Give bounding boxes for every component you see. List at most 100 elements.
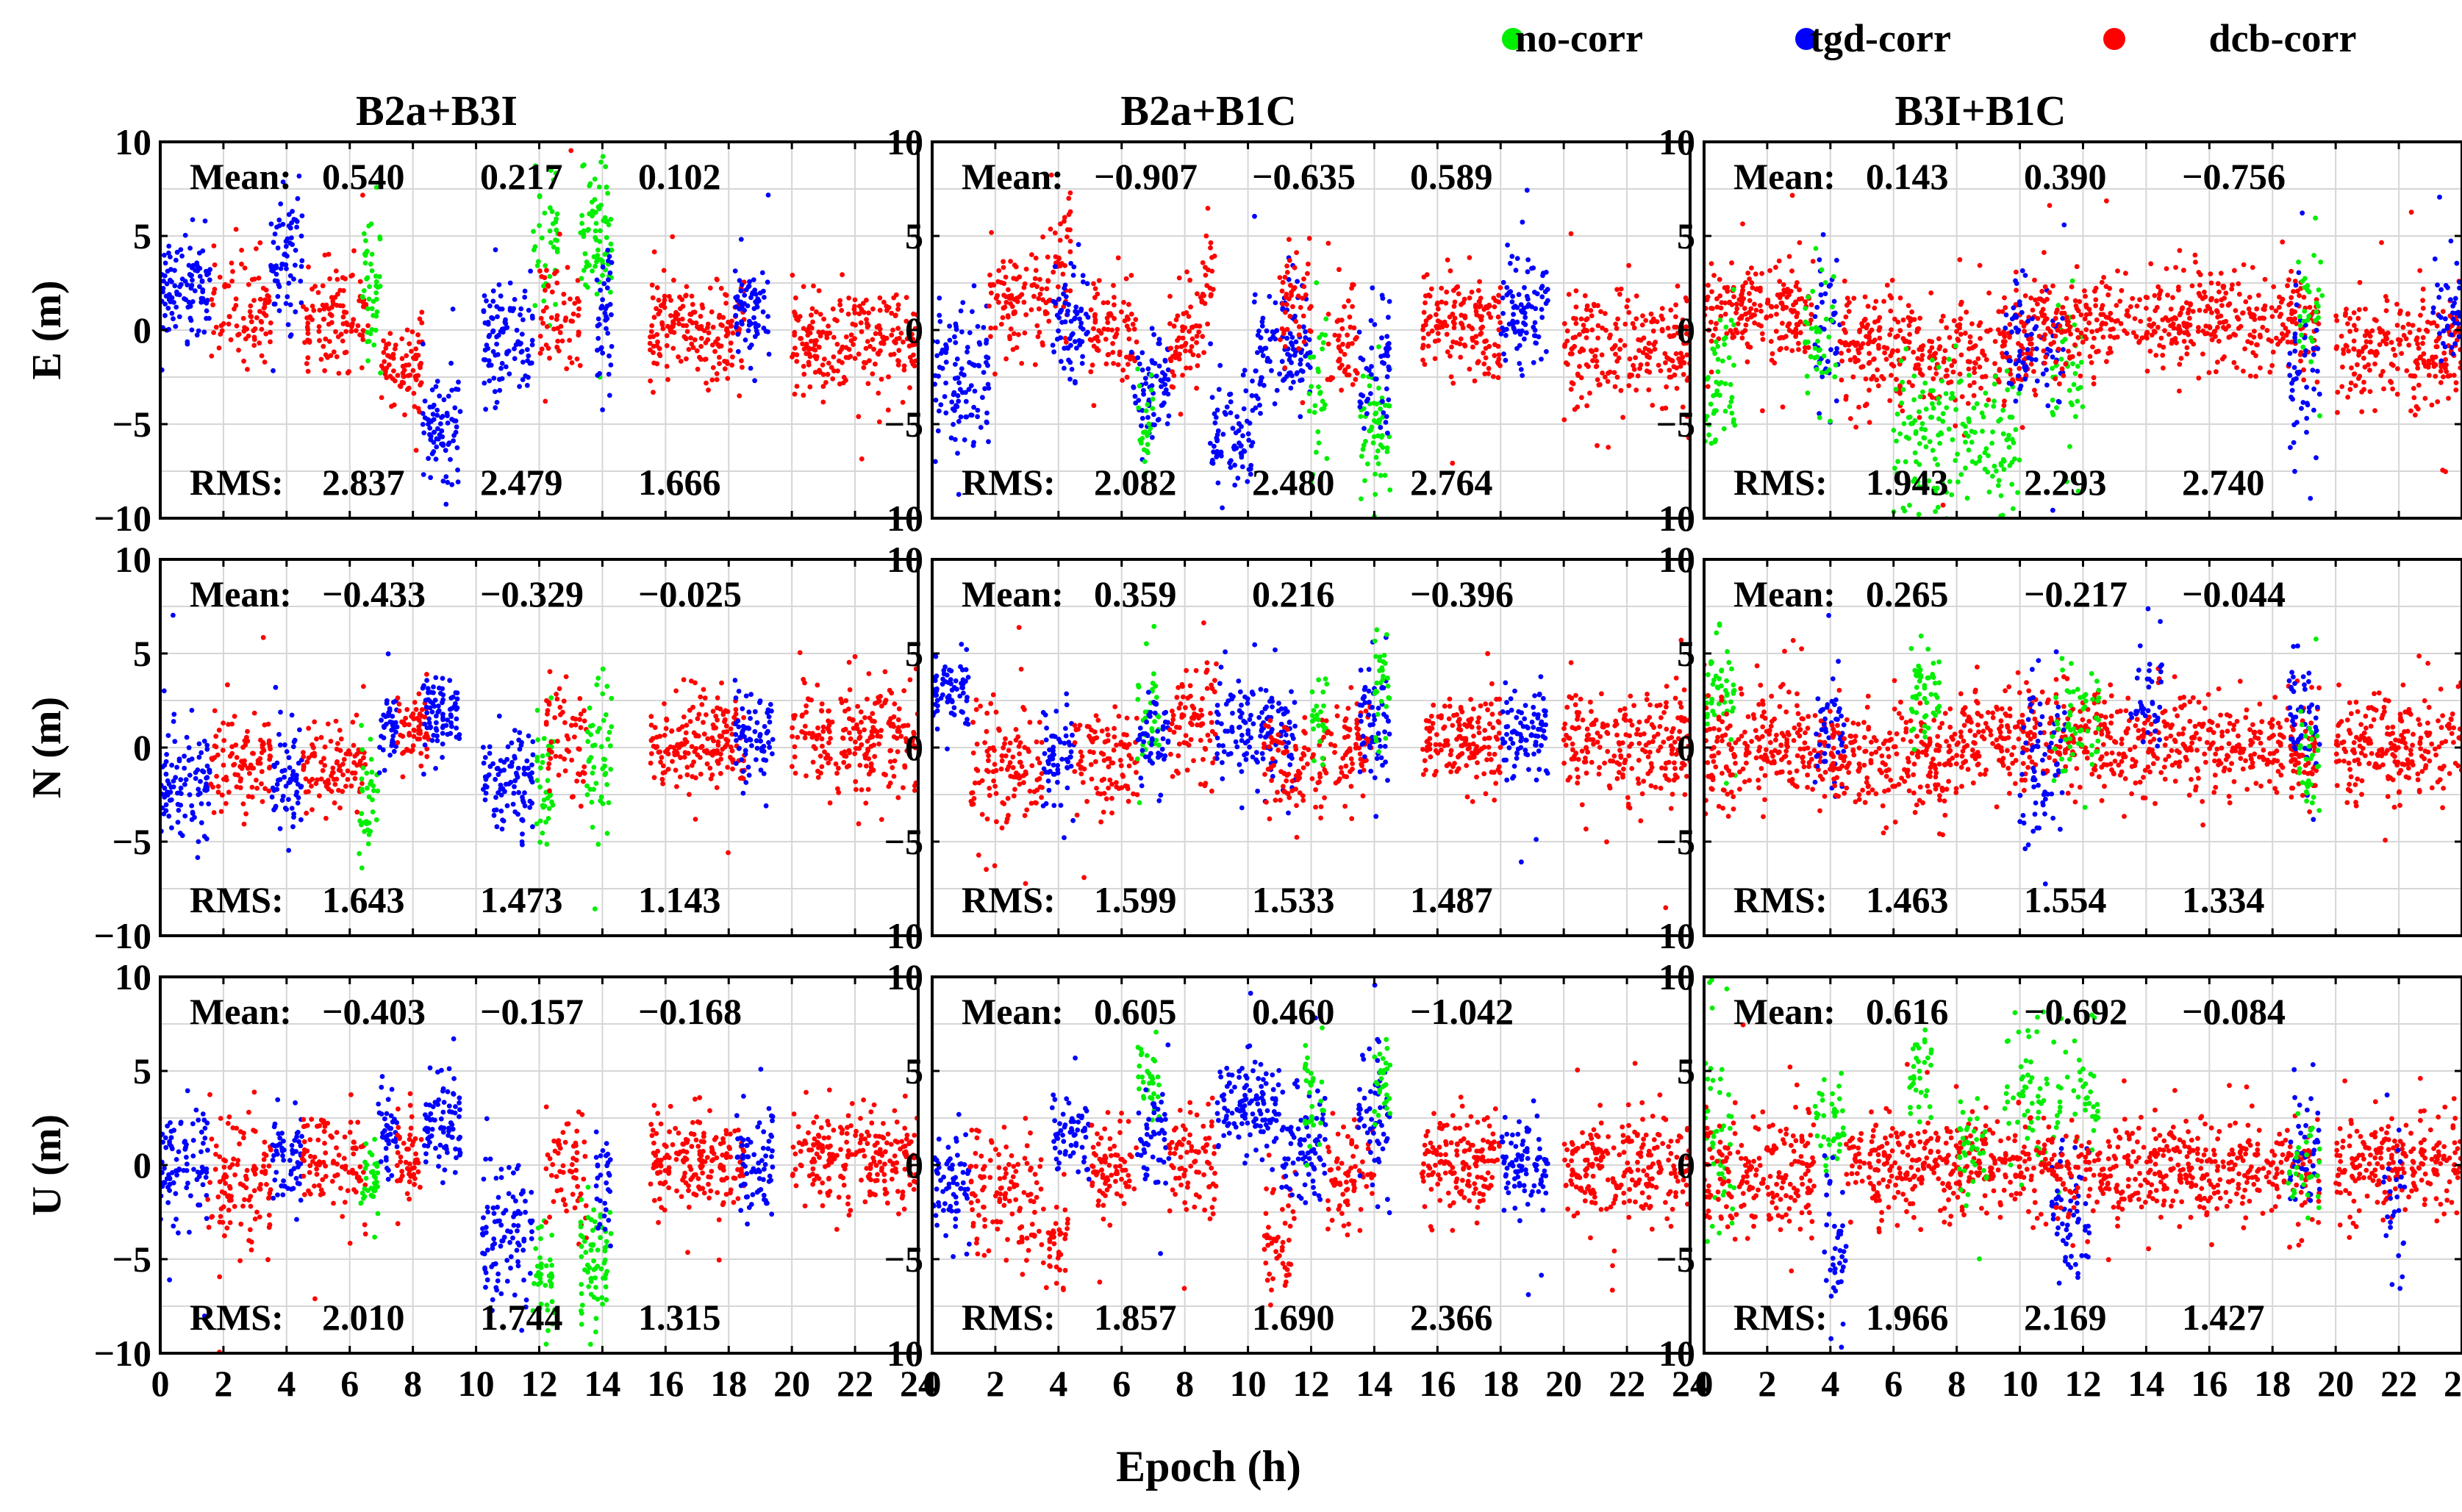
point-no-corr — [1996, 478, 2002, 484]
point-no-corr — [584, 264, 589, 270]
point-no-corr — [1360, 446, 1366, 452]
point-dcb-corr — [1476, 298, 1482, 304]
point-tgd-corr — [1295, 370, 1300, 376]
point-no-corr — [579, 212, 584, 218]
point-dcb-corr — [1917, 315, 1923, 321]
point-dcb-corr — [1889, 373, 1894, 378]
point-dcb-corr — [2383, 334, 2388, 340]
point-dcb-corr — [1647, 354, 1653, 360]
point-tgd-corr — [1817, 411, 1822, 417]
point-dcb-corr — [379, 395, 384, 401]
point-tgd-corr — [603, 306, 609, 312]
point-dcb-corr — [1581, 329, 1586, 334]
point-no-corr — [1980, 415, 1986, 420]
point-dcb-corr — [336, 370, 342, 376]
point-no-corr — [1708, 440, 1714, 446]
point-no-corr — [1912, 450, 1918, 456]
point-tgd-corr — [1259, 323, 1265, 329]
point-tgd-corr — [522, 295, 528, 300]
point-dcb-corr — [1345, 332, 1350, 338]
point-tgd-corr — [956, 380, 962, 386]
point-dcb-corr — [648, 329, 654, 334]
point-dcb-corr — [1282, 309, 1288, 315]
point-dcb-corr — [574, 356, 580, 362]
point-dcb-corr — [2420, 286, 2426, 292]
point-no-corr — [1940, 418, 1946, 424]
point-no-corr — [1900, 379, 1905, 385]
point-dcb-corr — [2346, 348, 2352, 354]
point-dcb-corr — [1659, 328, 1665, 334]
point-dcb-corr — [1680, 354, 1686, 360]
point-dcb-corr — [2187, 322, 2193, 328]
point-dcb-corr — [2221, 325, 2226, 330]
point-tgd-corr — [943, 342, 948, 348]
point-tgd-corr — [449, 387, 455, 393]
point-tgd-corr — [1212, 420, 1218, 426]
point-tgd-corr — [1298, 414, 1303, 420]
point-dcb-corr — [817, 368, 822, 373]
point-no-corr — [1715, 343, 1721, 349]
point-tgd-corr — [291, 276, 296, 282]
point-dcb-corr — [1897, 328, 1903, 334]
point-tgd-corr — [285, 322, 291, 327]
point-dcb-corr — [568, 296, 573, 302]
point-no-corr — [1808, 326, 1814, 332]
point-dcb-corr — [355, 323, 361, 329]
point-dcb-corr — [2301, 367, 2307, 373]
point-dcb-corr — [1095, 338, 1101, 344]
point-tgd-corr — [1300, 369, 1306, 374]
point-dcb-corr — [543, 398, 548, 404]
point-dcb-corr — [1978, 336, 1983, 341]
point-tgd-corr — [194, 260, 200, 266]
point-dcb-corr — [563, 315, 569, 320]
point-no-corr — [1150, 396, 1156, 402]
point-tgd-corr — [1518, 302, 1524, 307]
point-dcb-corr — [2388, 340, 2394, 345]
point-tgd-corr — [2316, 391, 2322, 397]
point-tgd-corr — [948, 435, 954, 441]
point-dcb-corr — [1491, 373, 1496, 379]
point-dcb-corr — [1633, 355, 1639, 360]
point-dcb-corr — [1496, 356, 1502, 362]
point-tgd-corr — [434, 379, 440, 384]
point-no-corr — [1946, 426, 1952, 432]
point-dcb-corr — [2361, 387, 2367, 393]
point-dcb-corr — [2280, 296, 2286, 302]
point-dcb-corr — [1423, 300, 1428, 306]
point-no-corr — [603, 164, 609, 170]
point-dcb-corr — [816, 344, 822, 350]
point-no-corr — [534, 263, 540, 268]
point-tgd-corr — [1544, 348, 1549, 354]
point-tgd-corr — [2450, 316, 2456, 322]
point-tgd-corr — [1245, 479, 1250, 484]
point-dcb-corr — [1590, 358, 1595, 363]
point-no-corr — [1911, 397, 1917, 403]
point-dcb-corr — [1802, 349, 1808, 354]
point-dcb-corr — [1900, 408, 1905, 414]
point-dcb-corr — [1603, 311, 1608, 316]
point-dcb-corr — [263, 287, 269, 293]
point-dcb-corr — [243, 336, 248, 342]
point-dcb-corr — [1011, 331, 1017, 337]
point-tgd-corr — [947, 323, 952, 329]
point-dcb-corr — [554, 268, 559, 274]
point-tgd-corr — [434, 412, 440, 418]
point-tgd-corr — [1062, 319, 1068, 325]
point-no-corr — [1319, 406, 1325, 412]
point-tgd-corr — [437, 432, 443, 437]
point-dcb-corr — [1714, 296, 1720, 301]
point-dcb-corr — [1909, 309, 1915, 315]
point-no-corr — [587, 211, 592, 217]
point-tgd-corr — [1073, 309, 1078, 315]
point-tgd-corr — [171, 719, 176, 724]
point-no-corr — [2075, 363, 2080, 369]
point-tgd-corr — [1214, 407, 1220, 413]
point-tgd-corr — [298, 279, 304, 284]
point-tgd-corr — [605, 248, 611, 253]
point-tgd-corr — [2430, 305, 2436, 311]
point-tgd-corr — [1509, 299, 1515, 304]
point-no-corr — [1373, 492, 1378, 497]
point-tgd-corr — [168, 277, 173, 283]
point-tgd-corr — [1149, 326, 1155, 332]
point-dcb-corr — [801, 284, 806, 290]
